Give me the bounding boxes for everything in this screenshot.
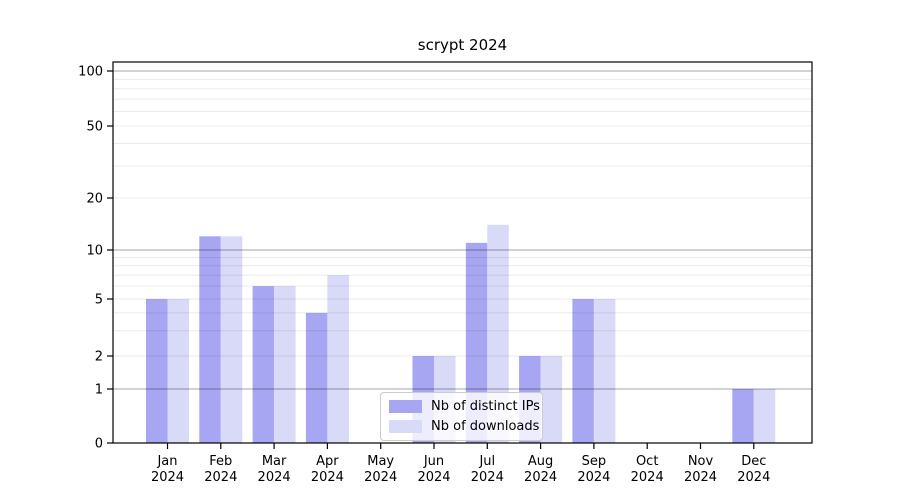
x-tick-label-month: Mar	[262, 454, 287, 469]
bar-jul-downloads	[487, 224, 509, 443]
x-tick-label-month: Jan	[156, 454, 177, 469]
bar-sep-downloads	[593, 299, 616, 443]
bar-dec-downloads	[753, 389, 776, 443]
bar-apr-distinct-ips	[305, 312, 328, 443]
x-tick-label-month: Feb	[209, 454, 232, 469]
x-tick-label-year: 2024	[204, 470, 237, 485]
y-tick-label: 2	[95, 350, 103, 365]
x-tick-label-year: 2024	[577, 470, 610, 485]
y-tick-label: 5	[95, 293, 103, 308]
x-tick-label-year: 2024	[737, 470, 770, 485]
x-tick-label-month: Apr	[316, 454, 339, 469]
y-tick-label: 100	[78, 65, 103, 80]
x-tick-label-month: May	[367, 454, 394, 469]
x-tick-label-year: 2024	[524, 470, 557, 485]
bar-apr-downloads	[327, 275, 349, 443]
bar-feb-downloads	[220, 236, 243, 443]
legend-label-downloads: Nb of downloads	[431, 419, 540, 434]
x-tick-label-month: Nov	[688, 454, 714, 469]
bar-jan-downloads	[167, 299, 189, 443]
legend-swatch-distinct-ips	[389, 400, 422, 413]
y-tick-label: 0	[95, 437, 103, 452]
x-tick-label-year: 2024	[364, 470, 397, 485]
y-tick-label: 50	[86, 120, 103, 135]
bar-jan-distinct-ips	[146, 299, 168, 443]
x-tick-label-year: 2024	[417, 470, 450, 485]
chart-title: scrypt 2024	[417, 36, 508, 54]
bar-feb-distinct-ips	[199, 236, 221, 443]
y-tick-label: 1	[95, 383, 103, 398]
x-tick-label-month: Oct	[636, 454, 658, 469]
legend: Nb of distinct IPs Nb of downloads	[380, 392, 543, 441]
bar-mar-downloads	[274, 286, 296, 443]
x-tick-label-year: 2024	[631, 470, 664, 485]
x-tick-label-month: Jun	[423, 454, 444, 469]
legend-label-distinct-ips: Nb of distinct IPs	[431, 399, 540, 414]
legend-item-downloads: Nb of downloads	[389, 419, 539, 434]
bar-dec-distinct-ips	[732, 389, 754, 443]
legend-swatch-downloads	[389, 420, 422, 433]
x-tick-label-month: Dec	[741, 454, 766, 469]
y-tick-label: 20	[86, 192, 103, 207]
bar-mar-distinct-ips	[252, 286, 275, 443]
x-tick-label-year: 2024	[151, 470, 184, 485]
x-tick-label-year: 2024	[471, 470, 504, 485]
x-tick-label-month: Sep	[582, 454, 607, 469]
x-tick-label-month: Jul	[478, 454, 495, 469]
x-tick-label-month: Aug	[528, 454, 553, 469]
x-tick-label-year: 2024	[684, 470, 717, 485]
bar-aug-downloads	[540, 356, 563, 443]
plot-border	[112, 61, 813, 444]
legend-item-distinct-ips: Nb of distinct IPs	[389, 399, 540, 414]
y-tick-label: 10	[86, 244, 103, 259]
x-tick-label-year: 2024	[311, 470, 344, 485]
bar-sep-distinct-ips	[572, 299, 594, 443]
x-tick-label-year: 2024	[258, 470, 291, 485]
